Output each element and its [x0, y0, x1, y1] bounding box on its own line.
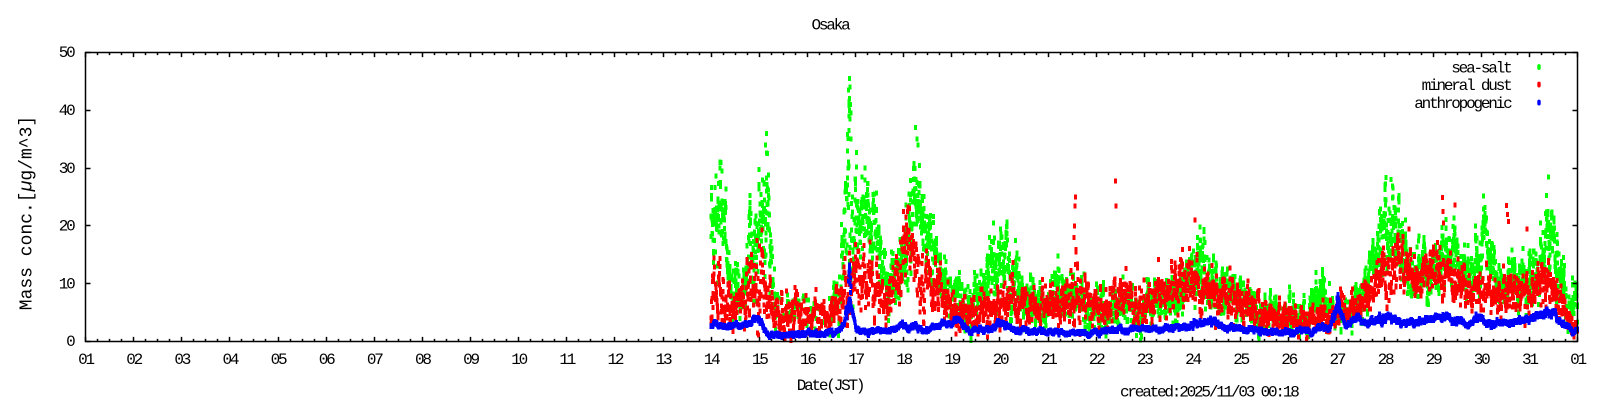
svg-text:0: 0 — [66, 333, 75, 351]
svg-text:Mass conc.[µg/m^3]: Mass conc.[µg/m^3] — [18, 116, 38, 310]
svg-text:24: 24 — [1185, 351, 1201, 369]
svg-text:26: 26 — [1281, 351, 1297, 369]
svg-text:30: 30 — [59, 160, 75, 178]
svg-text:13: 13 — [656, 351, 672, 369]
svg-text:09: 09 — [463, 351, 479, 369]
svg-text:10: 10 — [59, 275, 75, 293]
svg-text:22: 22 — [1089, 351, 1105, 369]
svg-text:15: 15 — [752, 351, 768, 369]
svg-text:07: 07 — [367, 351, 383, 369]
svg-text:01: 01 — [78, 351, 94, 369]
svg-text:Osaka: Osaka — [811, 17, 851, 35]
svg-text:12: 12 — [607, 351, 623, 369]
svg-text:50: 50 — [59, 44, 75, 62]
svg-text:08: 08 — [415, 351, 431, 369]
svg-text:created:2025/11/03 00:18: created:2025/11/03 00:18 — [1120, 384, 1299, 400]
svg-text:29: 29 — [1426, 351, 1442, 369]
svg-text:16: 16 — [800, 351, 816, 369]
svg-text:18: 18 — [896, 351, 912, 369]
svg-text:14: 14 — [704, 351, 720, 369]
svg-text:04: 04 — [222, 351, 238, 369]
svg-text:17: 17 — [848, 351, 864, 369]
svg-text:20: 20 — [993, 351, 1009, 369]
svg-text:25: 25 — [1233, 351, 1249, 369]
svg-text:20: 20 — [59, 218, 75, 236]
svg-text:31: 31 — [1522, 351, 1538, 369]
svg-text:11: 11 — [559, 351, 575, 369]
svg-text:23: 23 — [1137, 351, 1153, 369]
svg-text:mineral dust: mineral dust — [1422, 77, 1511, 95]
svg-text:01: 01 — [1570, 351, 1586, 369]
svg-text:21: 21 — [1041, 351, 1057, 369]
svg-text:05: 05 — [271, 351, 287, 369]
svg-text:02: 02 — [126, 351, 142, 369]
svg-text:03: 03 — [174, 351, 190, 369]
svg-text:06: 06 — [319, 351, 335, 369]
svg-text:27: 27 — [1329, 351, 1345, 369]
svg-text:30: 30 — [1474, 351, 1490, 369]
svg-text:10: 10 — [511, 351, 527, 369]
svg-text:28: 28 — [1378, 351, 1394, 369]
svg-text:sea-salt: sea-salt — [1451, 60, 1511, 78]
svg-text:anthropogenic: anthropogenic — [1414, 95, 1512, 113]
svg-text:19: 19 — [944, 351, 960, 369]
svg-text:Date(JST): Date(JST) — [797, 377, 864, 395]
svg-text:40: 40 — [59, 102, 75, 120]
